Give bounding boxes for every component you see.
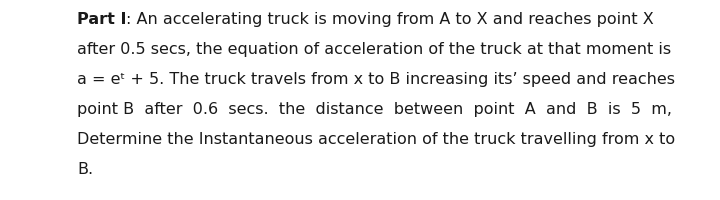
Text: point B  after  0.6  secs.  the  distance  between  point  A  and  B  is  5  m,: point B after 0.6 secs. the distance bet… [77, 101, 672, 116]
Text: : An accelerating truck is moving from A to X and reaches point X: : An accelerating truck is moving from A… [127, 12, 654, 27]
Text: after 0.5 secs, the equation of acceleration of the truck at that moment is: after 0.5 secs, the equation of accelera… [77, 42, 671, 57]
Text: Part I: Part I [77, 12, 127, 27]
Text: Determine the Instantaneous acceleration of the truck travelling from x to: Determine the Instantaneous acceleration… [77, 131, 675, 146]
Text: a = eᵗ + 5. The truck travels from x to B increasing its’ speed and reaches: a = eᵗ + 5. The truck travels from x to … [77, 72, 675, 87]
Text: B.: B. [77, 161, 93, 176]
